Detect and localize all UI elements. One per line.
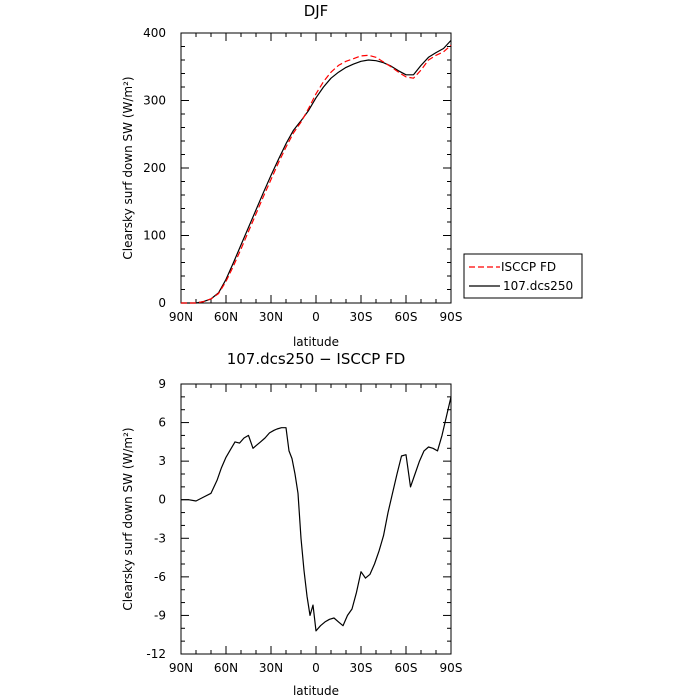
y-tick-label: 100: [143, 229, 166, 243]
y-tick-label: 0: [158, 493, 166, 507]
x-tick-label: 30S: [350, 661, 373, 675]
x-tick-label: 30N: [259, 661, 283, 675]
ticks-bottom: 90N 60N 30N 0 30S 60S 90S -12 -9 -6 -3 0 3 6 9: [146, 377, 462, 675]
legend: ISCCP FD 107.dcs250: [463, 253, 583, 299]
chart-title-top: DJF: [304, 2, 329, 20]
series-line-1: [181, 44, 452, 304]
y-axis-label-bottom: Clearsky surf down SW (W/m²): [121, 427, 135, 610]
ticks-top: 90N 60N 30N 0 30S 60S 90S 0 100 200 300 400: [143, 26, 462, 324]
x-axis-label-top: latitude: [293, 335, 339, 349]
x-tick-label: 60N: [214, 310, 238, 324]
y-tick-label: 6: [158, 416, 166, 430]
x-axis-label-bottom: latitude: [293, 684, 339, 698]
x-tick-label: 90N: [169, 661, 193, 675]
series-line-0: [181, 39, 452, 304]
chart-title-bottom: 107.dcs250 − ISCCP FD: [227, 350, 406, 368]
x-tick-label: 60N: [214, 661, 238, 675]
y-tick-label: 400: [143, 26, 166, 40]
x-tick-label: 90S: [440, 661, 463, 675]
x-tick-label: 0: [312, 310, 320, 324]
x-tick-label: 60S: [395, 661, 418, 675]
series-top: [181, 39, 452, 304]
legend-box: [463, 253, 583, 299]
plot-frame-bottom: [180, 383, 452, 655]
y-tick-label: -3: [154, 531, 166, 545]
chart-top: DJF 90N 60N 30N 0 30S 60S 90S 0 100 200 300 400 lat…: [121, 2, 462, 349]
y-tick-label: 200: [143, 161, 166, 175]
y-tick-label: 9: [158, 377, 166, 391]
x-tick-label: 60S: [395, 310, 418, 324]
x-tick-label: 0: [312, 661, 320, 675]
chart-bottom: 107.dcs250 − ISCCP FD 90N 60N 30N 0 30S 60S 90…: [121, 350, 462, 698]
x-tick-label: 30S: [350, 310, 373, 324]
x-tick-label: 90N: [169, 310, 193, 324]
y-tick-label: 0: [158, 296, 166, 310]
series-bottom: [181, 396, 452, 632]
y-tick-label: 300: [143, 94, 166, 108]
plot-frame-top: [180, 32, 452, 304]
y-axis-label-top: Clearsky surf down SW (W/m²): [121, 76, 135, 259]
y-tick-label: -12: [146, 647, 166, 661]
x-tick-label: 30N: [259, 310, 283, 324]
y-tick-label: 3: [158, 454, 166, 468]
x-tick-label: 90S: [440, 310, 463, 324]
series-line-0: [181, 396, 452, 632]
y-tick-label: -9: [154, 608, 166, 622]
legend-label-model: 107.dcs250: [503, 279, 573, 293]
y-tick-label: -6: [154, 570, 166, 584]
legend-label-isccp: ISCCP FD: [501, 260, 556, 274]
